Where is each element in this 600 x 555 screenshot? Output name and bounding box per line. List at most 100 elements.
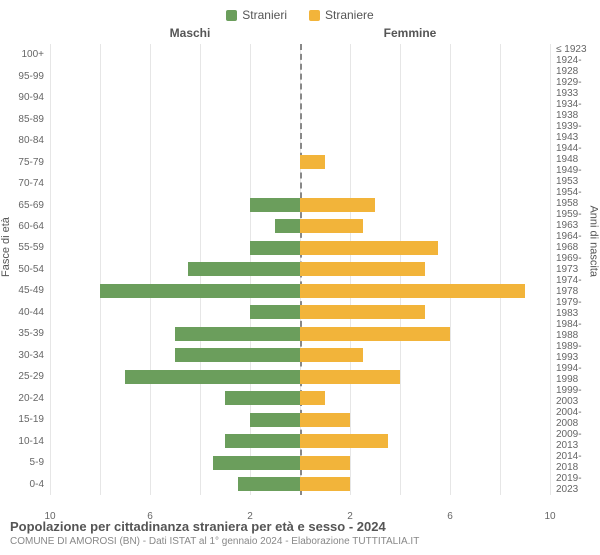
age-tick: 30-34 [0, 350, 50, 361]
age-tick: 90-94 [0, 92, 50, 103]
plot [50, 44, 550, 495]
bar-row [50, 413, 550, 427]
bar-male [100, 284, 300, 298]
bar-female [300, 219, 363, 233]
x-tick: 10 [544, 511, 555, 522]
legend-item-male: Stranieri [226, 8, 287, 22]
birth-tick: 1949-1953 [550, 165, 600, 187]
x-tick: 2 [347, 511, 353, 522]
bar-row [50, 305, 550, 319]
birth-tick: 1984-1988 [550, 319, 600, 341]
bar-row [50, 48, 550, 62]
bar-female [300, 391, 325, 405]
bar-male [225, 434, 300, 448]
birth-tick: 2004-2008 [550, 407, 600, 429]
bar-row [50, 391, 550, 405]
yaxis-right-label: Anni di nascita [588, 205, 600, 277]
bar-female [300, 370, 400, 384]
age-tick: 65-69 [0, 200, 50, 211]
bar-male [250, 241, 300, 255]
birth-tick: 1979-1983 [550, 297, 600, 319]
birth-tick: 1944-1948 [550, 143, 600, 165]
chart-subtitle: COMUNE DI AMOROSI (BN) - Dati ISTAT al 1… [10, 536, 590, 547]
age-tick: 35-39 [0, 328, 50, 339]
age-tick: 20-24 [0, 393, 50, 404]
age-tick: 40-44 [0, 307, 50, 318]
bar-male [275, 219, 300, 233]
bar-female [300, 327, 450, 341]
bars [50, 44, 550, 495]
grid-line [550, 44, 551, 495]
age-tick: 100+ [0, 49, 50, 60]
bar-row [50, 177, 550, 191]
bar-row [50, 348, 550, 362]
bar-female [300, 434, 388, 448]
bar-male [250, 413, 300, 427]
bar-row [50, 284, 550, 298]
age-tick: 45-49 [0, 285, 50, 296]
bar-male [175, 327, 300, 341]
bar-row [50, 477, 550, 491]
age-tick: 10-14 [0, 436, 50, 447]
x-tick: 10 [44, 511, 55, 522]
birth-tick: 1929-1933 [550, 77, 600, 99]
bar-male [238, 477, 301, 491]
age-tick: 5-9 [0, 457, 50, 468]
bar-female [300, 284, 525, 298]
birth-tick: 2014-2018 [550, 451, 600, 473]
birth-tick: 1934-1938 [550, 99, 600, 121]
plot-area: Fasce di età Anni di nascita 100+ 95-99 90… [0, 40, 600, 513]
birth-tick: 1989-1993 [550, 341, 600, 363]
birth-tick: 2009-2013 [550, 429, 600, 451]
birth-tick: 1974-1978 [550, 275, 600, 297]
legend-label-female: Straniere [325, 8, 374, 22]
bar-male [250, 198, 300, 212]
age-tick: 80-84 [0, 135, 50, 146]
bar-row [50, 198, 550, 212]
age-tick: 25-29 [0, 371, 50, 382]
age-tick: 0-4 [0, 479, 50, 490]
bar-female [300, 155, 325, 169]
x-tick: 6 [447, 511, 453, 522]
x-tick: 2 [247, 511, 253, 522]
swatch-female [309, 10, 320, 21]
bar-male [188, 262, 301, 276]
yaxis-left-label: Fasce di età [0, 217, 12, 277]
bar-female [300, 305, 425, 319]
age-tick: 85-89 [0, 114, 50, 125]
pyramid-chart: Stranieri Straniere Maschi Femmine Fasce… [0, 0, 600, 500]
bar-row [50, 434, 550, 448]
bar-row [50, 219, 550, 233]
bar-female [300, 198, 375, 212]
bar-row [50, 456, 550, 470]
bar-male [225, 391, 300, 405]
bar-male [213, 456, 301, 470]
bar-row [50, 91, 550, 105]
birth-tick: 1939-1943 [550, 121, 600, 143]
bar-male [125, 370, 300, 384]
age-tick: 75-79 [0, 157, 50, 168]
bar-row [50, 155, 550, 169]
bar-female [300, 477, 350, 491]
age-tick: 70-74 [0, 178, 50, 189]
legend-item-female: Straniere [309, 8, 374, 22]
bar-female [300, 262, 425, 276]
bar-row [50, 327, 550, 341]
bar-row [50, 69, 550, 83]
bar-male [250, 305, 300, 319]
bar-female [300, 348, 363, 362]
bar-row [50, 241, 550, 255]
footer: Popolazione per cittadinanza straniera p… [0, 513, 600, 555]
bar-row [50, 370, 550, 384]
x-tick: 6 [147, 511, 153, 522]
birth-tick: 1999-2003 [550, 385, 600, 407]
bar-male [175, 348, 300, 362]
chart-title: Popolazione per cittadinanza straniera p… [10, 519, 590, 534]
bar-row [50, 262, 550, 276]
birth-tick: 2019-2023 [550, 473, 600, 495]
birth-tick: 1924-1928 [550, 55, 600, 77]
legend: Stranieri Straniere [0, 0, 600, 26]
age-tick: 95-99 [0, 71, 50, 82]
birth-tick: 1994-1998 [550, 363, 600, 385]
header-male: Maschi [80, 26, 300, 40]
